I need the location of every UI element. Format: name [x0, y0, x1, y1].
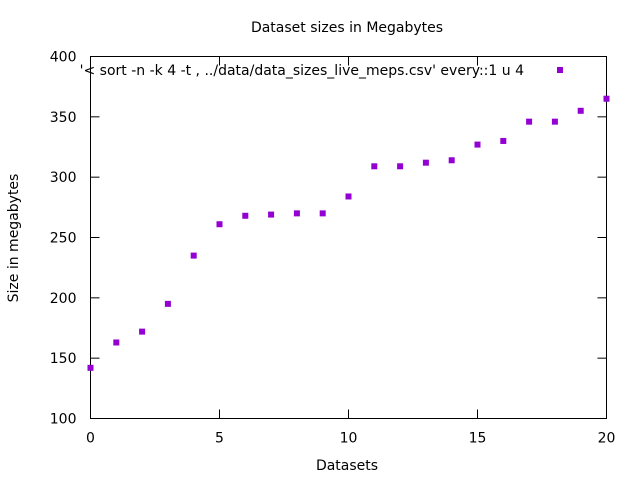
- y-tick-label: 300: [50, 170, 77, 186]
- x-tick-label: 5: [215, 431, 224, 447]
- legend-marker: [557, 67, 563, 73]
- y-axis-title: Size in megabytes: [6, 174, 22, 303]
- y-tick-label: 250: [50, 231, 77, 247]
- data-point: [113, 339, 120, 346]
- legend-label: '< sort -n -k 4 -t , ../data/data_sizes_…: [80, 63, 524, 79]
- x-axis-title: Datasets: [316, 458, 378, 474]
- data-point: [293, 210, 300, 217]
- data-point: [345, 193, 352, 200]
- data-point: [242, 212, 249, 219]
- data-point: [164, 300, 171, 307]
- chart-title: Dataset sizes in Megabytes: [251, 20, 443, 36]
- data-point: [319, 210, 326, 217]
- x-tick-label: 10: [340, 431, 358, 447]
- data-point: [87, 364, 94, 371]
- data-point: [500, 137, 507, 144]
- data-point: [190, 252, 197, 259]
- data-point: [268, 211, 275, 218]
- data-point: [448, 157, 455, 164]
- data-point: [603, 95, 610, 102]
- y-tick-label: 100: [50, 412, 77, 428]
- plot-border: [90, 56, 607, 419]
- data-point: [422, 159, 429, 166]
- y-tick-label: 200: [50, 291, 77, 307]
- legend: '< sort -n -k 4 -t , ../data/data_sizes_…: [80, 63, 563, 79]
- x-tick-label: 15: [469, 431, 487, 447]
- y-tick-label: 350: [50, 110, 77, 126]
- data-point: [526, 118, 533, 125]
- data-point: [216, 221, 223, 228]
- data-point: [397, 163, 404, 170]
- x-tick-label: 20: [598, 431, 616, 447]
- x-tick-label: 0: [86, 431, 95, 447]
- data-point: [551, 118, 558, 125]
- x-axis: 0 5 10 15 20: [86, 56, 616, 447]
- data-point: [371, 163, 378, 170]
- y-tick-label: 400: [50, 50, 77, 66]
- data-point: [474, 141, 481, 148]
- data-points: [87, 95, 610, 371]
- data-point: [577, 107, 584, 114]
- y-tick-label: 150: [50, 351, 77, 367]
- y-axis: 100 150 200 250 300 350 400: [50, 50, 607, 428]
- data-point: [139, 328, 146, 335]
